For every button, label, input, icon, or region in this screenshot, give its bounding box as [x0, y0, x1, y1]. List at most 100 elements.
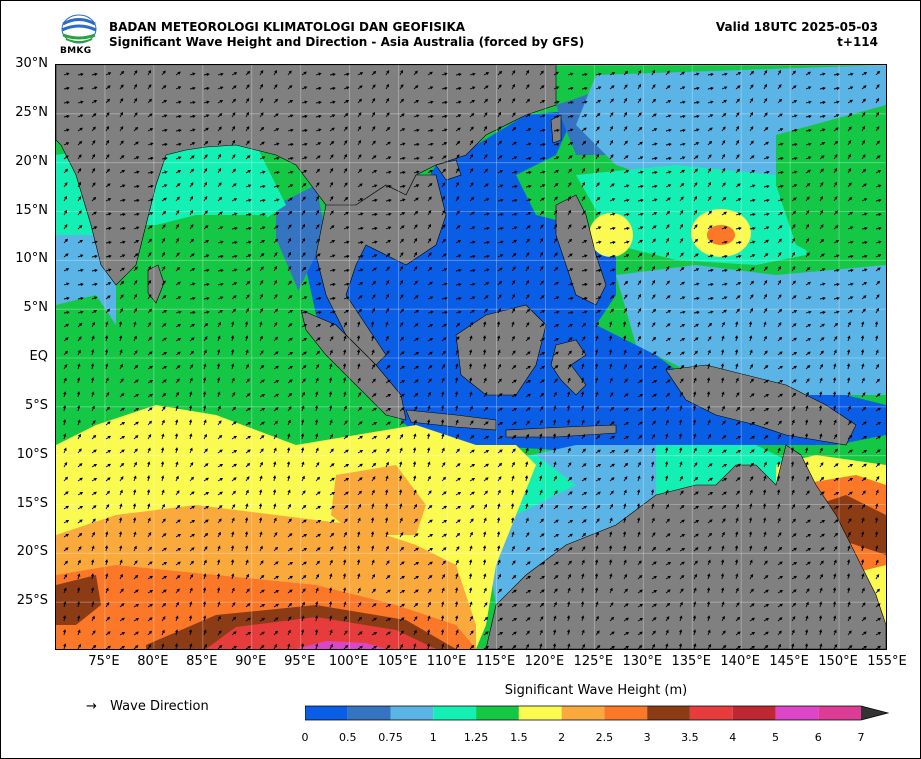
direction-arrow — [581, 282, 588, 287]
direction-arrow — [637, 83, 641, 90]
direction-arrow — [763, 489, 767, 496]
direction-arrow — [595, 309, 602, 314]
direction-arrow — [665, 310, 672, 314]
direction-arrow — [357, 254, 364, 258]
direction-arrow — [118, 321, 123, 328]
direction-arrow — [805, 169, 812, 174]
direction-arrow — [371, 449, 377, 454]
direction-arrow — [231, 392, 236, 398]
direction-arrow — [679, 588, 684, 594]
direction-arrow — [469, 434, 475, 440]
direction-arrow — [595, 491, 601, 496]
direction-arrow — [707, 100, 714, 104]
direction-arrow — [720, 363, 725, 370]
direction-arrow — [777, 322, 782, 328]
direction-arrow — [553, 281, 559, 286]
direction-arrow — [399, 225, 405, 230]
colorbar-tick-label: 0.5 — [339, 731, 357, 744]
direction-arrow — [847, 126, 852, 132]
direction-arrow — [553, 601, 557, 608]
direction-arrow — [385, 226, 392, 230]
direction-arrow — [189, 560, 194, 566]
direction-arrow — [707, 573, 711, 580]
direction-arrow — [455, 268, 462, 272]
direction-arrow — [608, 335, 613, 342]
direction-arrow — [371, 489, 375, 496]
direction-arrow — [623, 84, 628, 90]
direction-arrow — [63, 155, 69, 160]
direction-arrow — [791, 114, 798, 118]
direction-arrow — [819, 100, 826, 105]
direction-arrow — [651, 546, 657, 552]
longitude-tick-label: 140°E — [720, 654, 760, 669]
direction-arrow — [553, 533, 560, 538]
direction-arrow — [623, 335, 627, 342]
direction-arrow — [287, 114, 294, 118]
direction-arrow — [706, 601, 711, 608]
direction-arrow — [315, 253, 321, 258]
direction-arrow — [147, 225, 153, 230]
colorbar-tick-label: 6 — [814, 731, 822, 744]
direction-arrow — [91, 321, 95, 328]
direction-arrow — [679, 86, 686, 90]
direction-arrow — [525, 351, 531, 356]
direction-arrow — [147, 461, 151, 468]
direction-arrow — [637, 126, 643, 132]
direction-arrow — [595, 559, 599, 566]
direction-arrow — [511, 421, 517, 426]
direction-arrow — [469, 559, 473, 566]
direction-arrow — [833, 477, 840, 482]
direction-arrow — [819, 310, 826, 315]
direction-arrow — [721, 226, 728, 230]
direction-arrow — [91, 391, 95, 398]
direction-arrow — [77, 181, 81, 188]
direction-arrow — [875, 559, 879, 566]
direction-arrow — [483, 125, 488, 132]
direction-arrow — [497, 294, 502, 300]
direction-arrow — [245, 70, 251, 76]
direction-arrow — [469, 167, 474, 174]
direction-arrow — [329, 363, 333, 370]
direction-arrow — [567, 182, 572, 188]
direction-arrow — [189, 310, 196, 315]
direction-arrow — [707, 405, 711, 412]
direction-arrow — [735, 559, 739, 566]
direction-arrow — [497, 198, 504, 202]
direction-arrow — [469, 268, 476, 273]
direction-arrow — [846, 363, 851, 370]
direction-arrow — [62, 405, 67, 412]
direction-arrow — [175, 365, 181, 370]
direction-arrow — [707, 210, 712, 216]
direction-arrow — [399, 643, 404, 649]
direction-arrow — [861, 112, 866, 118]
direction-arrow — [581, 492, 588, 496]
direction-arrow — [133, 184, 140, 188]
direction-arrow — [567, 168, 572, 174]
wave-band-red — [206, 617, 436, 649]
direction-arrow — [511, 253, 517, 258]
direction-arrow — [665, 447, 669, 454]
direction-arrow — [693, 363, 698, 370]
direction-arrow — [217, 463, 224, 468]
direction-arrow — [693, 168, 698, 174]
direction-arrow — [609, 517, 613, 524]
direction-arrow — [371, 184, 378, 188]
direction-arrow — [706, 391, 711, 398]
direction-arrow — [469, 377, 473, 384]
direction-arrow — [371, 603, 377, 608]
direction-arrow — [566, 405, 571, 412]
direction-arrow — [539, 197, 545, 202]
direction-arrow — [539, 310, 546, 314]
direction-arrow — [119, 617, 125, 622]
direction-arrow — [567, 447, 571, 454]
direction-arrow — [329, 463, 335, 468]
direction-arrow — [637, 489, 641, 496]
direction-arrow — [749, 462, 755, 468]
lead-time: t+114 — [837, 35, 878, 49]
direction-arrow — [161, 629, 165, 636]
direction-arrow — [707, 225, 713, 230]
direction-arrow — [175, 475, 179, 482]
direction-arrow — [343, 335, 347, 342]
direction-arrow — [217, 211, 223, 216]
direction-arrow — [525, 617, 531, 622]
